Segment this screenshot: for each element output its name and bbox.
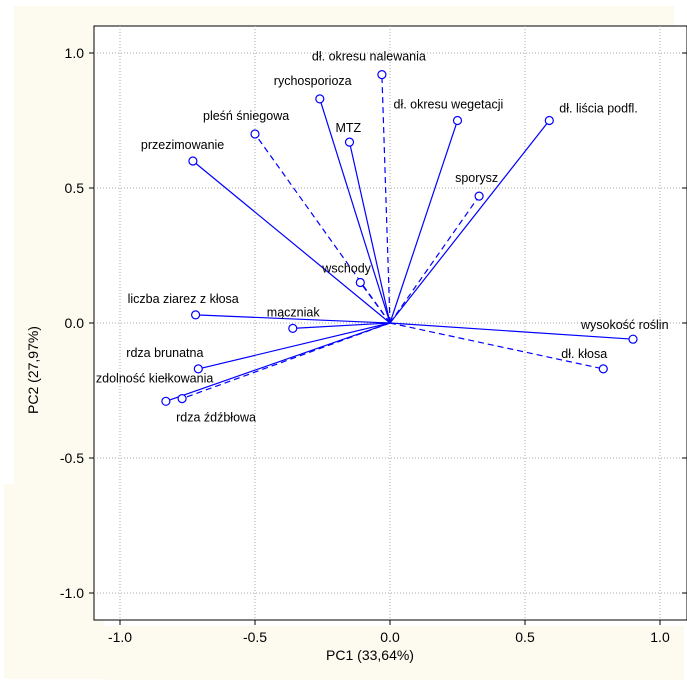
y-tick-label: 0.5 (65, 180, 85, 196)
loading-label: rdza źdźbłowa (176, 411, 256, 425)
x-tick-label: 1.0 (650, 629, 670, 645)
loading-vectors (165, 74, 634, 402)
loading-point (544, 115, 554, 126)
x-tick-label: -0.5 (243, 629, 267, 645)
axis-ticks (89, 52, 687, 625)
loading-point (161, 396, 171, 406)
loading-points (161, 69, 638, 406)
loading-vector (389, 195, 480, 324)
loading-label: mączniak (267, 305, 321, 319)
loading-vector (319, 98, 391, 324)
loading-vector (359, 282, 391, 324)
loading-point (188, 156, 198, 166)
loading-vector (348, 141, 391, 324)
loading-label: wysokość roślin (580, 318, 669, 332)
loading-point (628, 334, 638, 344)
y-tick-labels: -1.0 -0.5 0.0 0.5 1.0 (60, 45, 84, 601)
loading-label: dł. okresu wegetacji (394, 98, 504, 112)
x-tick-label: 0.0 (380, 629, 400, 645)
x-tick-label: 0.5 (515, 629, 535, 645)
loading-vector (389, 120, 550, 324)
loading-point (452, 115, 463, 126)
x-tick-label: -1.0 (108, 629, 132, 645)
background-panel-left (4, 484, 104, 679)
loading-point (355, 277, 365, 288)
loading-label: wschody (321, 262, 371, 276)
loading-point (191, 310, 201, 320)
loading-vector (389, 322, 634, 340)
y-tick-label: -0.5 (60, 450, 84, 466)
loading-label: przezimowanie (141, 138, 224, 152)
loading-point (315, 94, 325, 104)
loading-vector (192, 160, 391, 324)
loading-label: zdolność kiełkowania (96, 371, 213, 385)
y-tick-label: 0.0 (65, 315, 85, 331)
y-tick-label: -1.0 (60, 585, 84, 601)
loading-vector (165, 322, 391, 402)
loading-vector (198, 322, 391, 370)
y-tick-label: 1.0 (65, 45, 85, 61)
loading-point (250, 129, 260, 139)
loading-point (598, 364, 608, 374)
loading-label: pleśń śniegowa (203, 109, 289, 123)
loading-vector (292, 322, 391, 329)
x-tick-labels: -1.0 -0.5 0.0 0.5 1.0 (108, 629, 670, 645)
loading-label: dł. kłosa (561, 347, 607, 361)
loading-point (474, 191, 484, 201)
loading-label: dł. okresu nalewania (312, 50, 426, 64)
loading-vector (389, 322, 604, 370)
loading-label: liczba ziarez z kłosa (128, 292, 239, 306)
loading-label: MTZ (336, 121, 362, 135)
loading-point (377, 69, 387, 80)
loading-vector (254, 133, 391, 324)
loading-point (288, 323, 298, 333)
loading-label: sporysz (455, 171, 498, 185)
loading-vector (381, 74, 391, 324)
loading-point (177, 394, 187, 404)
loading-label: rdza brunatna (126, 346, 203, 360)
loading-label: dł. liścia podfl. (559, 102, 638, 116)
y-axis-title: PC2 (27,97%) (25, 326, 41, 414)
loading-vector (195, 314, 391, 324)
loading-labels: dł. okresu nalewania rychosporioza dł. okr… (96, 50, 669, 425)
x-axis-title: PC1 (33,64%) (326, 647, 414, 663)
loading-point (344, 137, 355, 147)
loading-vector (181, 322, 391, 400)
loading-vector (389, 120, 459, 324)
background-panel-bottom (104, 626, 684, 680)
loading-point (193, 364, 203, 374)
loading-label: rychosporioza (274, 74, 352, 88)
